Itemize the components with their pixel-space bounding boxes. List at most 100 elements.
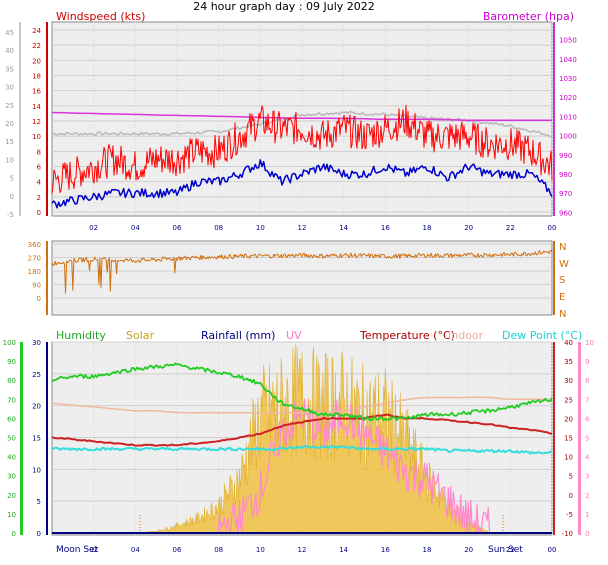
compass-label-0: N — [559, 309, 566, 320]
sun-set-label: Sun Set — [488, 545, 523, 555]
uv-tick-4: 4 — [585, 454, 590, 462]
wind-outer-tick-1: 0 — [10, 193, 14, 201]
humidity-tick-5: 50 — [7, 435, 16, 443]
wind-outer-tick-8: 35 — [5, 65, 14, 73]
uv-tick-10: 10 — [585, 339, 594, 347]
wind-x-tick-10: 22 — [506, 224, 515, 232]
wind-inner-tick-8: 16 — [32, 88, 41, 96]
uv-tick-8: 8 — [585, 377, 589, 385]
temperature-axis-bar — [553, 342, 555, 535]
legend-dewpoint: Dew Point (°C) — [502, 329, 582, 342]
temperature-x-tick-3: 08 — [214, 546, 223, 554]
wind-outer-tick-7: 30 — [5, 84, 14, 92]
series-dew-point — [51, 445, 553, 455]
temperature-tick-2: 0 — [569, 492, 573, 500]
rain-tick-4: 20 — [32, 403, 41, 411]
page-title: 24 hour graph day : 09 July 2022 — [193, 0, 375, 13]
wind-outer-tick-6: 25 — [5, 102, 14, 110]
wind-inner-tick-10: 20 — [32, 57, 41, 65]
direction-left-axis-bar — [46, 241, 48, 315]
wind-inner-tick-1: 2 — [37, 194, 41, 202]
wind-outer-tick-0: -5 — [7, 211, 14, 219]
legend-humidity: Humidity — [56, 329, 106, 342]
temperature-x-tick-8: 18 — [423, 546, 432, 554]
compass-label-1: E — [559, 292, 565, 303]
temperature-x-tick-1: 04 — [131, 546, 140, 554]
legend-indoor: Indoor — [448, 329, 484, 342]
series-barometer — [51, 111, 552, 122]
windspeed-axis-title: Windspeed (kts) — [56, 10, 145, 23]
wind-inner-tick-12: 24 — [32, 27, 41, 35]
rain-tick-5: 25 — [32, 371, 41, 379]
series-indoor — [51, 396, 553, 414]
series-temperature — [51, 413, 553, 447]
series-barometer-trend — [51, 110, 553, 138]
baro-tick-8: 1040 — [559, 56, 577, 64]
wind-outer-tick-9: 40 — [5, 47, 14, 55]
temperature-x-tick-9: 20 — [464, 546, 473, 554]
compass-label-4: N — [559, 242, 566, 253]
uv-tick-2: 2 — [585, 492, 589, 500]
compass-label-2: S — [559, 275, 565, 286]
baro-tick-0: 960 — [559, 209, 572, 217]
baro-tick-6: 1020 — [559, 94, 577, 102]
wind-outer-axis-bar — [19, 22, 21, 216]
temperature-tick-6: 20 — [564, 415, 573, 423]
legend-uv: UV — [286, 329, 302, 342]
wind-x-tick-6: 14 — [339, 224, 348, 232]
uv-tick-1: 1 — [585, 511, 589, 519]
wind-x-tick-7: 16 — [381, 224, 390, 232]
humidity-tick-9: 90 — [7, 358, 16, 366]
wind-inner-tick-7: 14 — [32, 103, 41, 111]
wind-inner-tick-6: 12 — [32, 118, 41, 126]
series-humidity — [51, 362, 553, 422]
uv-tick-9: 9 — [585, 358, 589, 366]
wind-inner-tick-2: 4 — [37, 179, 42, 187]
wind-outer-tick-2: 5 — [10, 175, 14, 183]
temperature-x-tick-5: 12 — [298, 546, 307, 554]
baro-tick-3: 990 — [559, 152, 572, 160]
barometer-axis-title: Barometer (hpa) — [483, 10, 574, 23]
temperature-tick-10: 40 — [564, 339, 573, 347]
wind-outer-tick-10: 45 — [5, 29, 14, 37]
uv-tick-0: 0 — [585, 530, 589, 538]
temperature-tick-0: -10 — [562, 530, 573, 538]
humidity-tick-10: 100 — [3, 339, 16, 347]
baro-tick-1: 970 — [559, 190, 572, 198]
rain-tick-3: 15 — [32, 435, 41, 443]
temperature-x-tick-4: 10 — [256, 546, 265, 554]
series-wind-gust — [51, 104, 553, 195]
direction-tick-0: 0 — [37, 295, 41, 303]
direction-tick-1: 90 — [32, 282, 41, 290]
wind-x-tick-3: 08 — [214, 224, 223, 232]
rain-axis-bar — [46, 342, 48, 535]
humidity-tick-3: 30 — [7, 473, 16, 481]
baro-axis-bar — [553, 22, 555, 216]
wind-inner-tick-0: 0 — [37, 209, 41, 217]
wind-x-tick-8: 18 — [423, 224, 432, 232]
humidity-tick-6: 60 — [7, 415, 16, 423]
wind-x-tick-0: 02 — [89, 224, 98, 232]
rain-tick-2: 10 — [32, 466, 41, 474]
baro-tick-5: 1010 — [559, 113, 577, 121]
temperature-tick-7: 25 — [564, 396, 573, 404]
wind-x-tick-2: 06 — [173, 224, 182, 232]
temperature-x-tick-11: 00 — [548, 546, 557, 554]
direction-tick-3: 270 — [28, 255, 41, 263]
baro-tick-9: 1050 — [559, 37, 577, 45]
direction-tick-4: 360 — [28, 241, 41, 249]
wind-outer-tick-4: 15 — [5, 138, 14, 146]
direction-plot-area — [51, 240, 553, 316]
wind-x-tick-5: 12 — [298, 224, 307, 232]
temperature-x-tick-7: 16 — [381, 546, 390, 554]
humidity-tick-8: 80 — [7, 377, 16, 385]
wind-inner-tick-3: 6 — [37, 164, 42, 172]
uv-tick-5: 5 — [585, 435, 589, 443]
direction-right-axis-bar — [553, 241, 555, 315]
uv-axis-bar — [578, 342, 581, 535]
legend-rainfall: Rainfall (mm) — [201, 329, 275, 342]
temperature-x-tick-0: 02 — [89, 546, 98, 554]
direction-tick-2: 180 — [28, 268, 41, 276]
